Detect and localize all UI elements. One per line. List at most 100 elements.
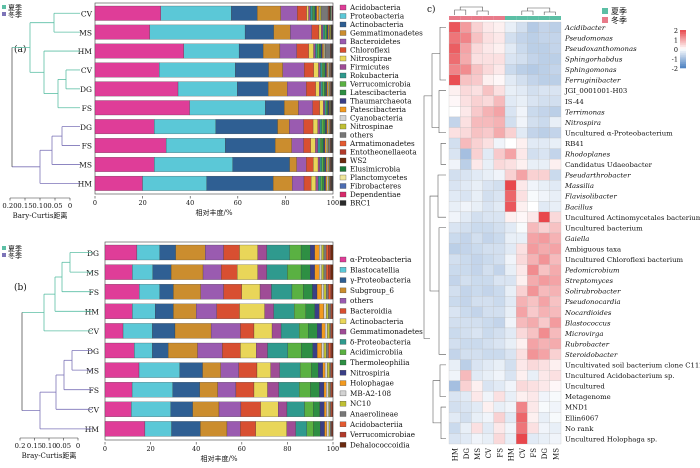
bar-segment (221, 264, 238, 280)
heatmap-cell (471, 169, 483, 181)
heatmap-cell (538, 317, 550, 329)
heatmap-row-label: Uncultured α-Proteobacterium (565, 129, 673, 137)
heatmap-cell (504, 64, 517, 75)
heatmap-cell (482, 253, 494, 265)
heatmap-cell (549, 222, 562, 234)
bar-segment (312, 284, 318, 300)
bar-segment (255, 421, 287, 437)
bar-segment (284, 100, 299, 116)
heatmap-cell (493, 95, 506, 107)
colorbar-step (680, 39, 686, 42)
heatmap-cell (448, 64, 461, 75)
heatmap-cell (448, 422, 461, 434)
legend-label: Verrucomicrobiae (349, 430, 415, 439)
bar-segment (94, 138, 167, 153)
legend-swatch (339, 267, 347, 273)
bar-segment (319, 264, 322, 280)
heatmap-cell (493, 116, 506, 128)
category-label: DG (80, 123, 92, 132)
legend-label: Dependentiae (350, 190, 401, 199)
category-label: FS (89, 386, 99, 395)
heatmap-cell (448, 359, 461, 371)
heatmap-row-label: Sphingomonas (565, 66, 617, 74)
legend-swatch (339, 64, 347, 70)
heatmap-column-label: HM (452, 448, 460, 461)
heatmap-cell (471, 348, 483, 360)
heatmap-cell (527, 159, 539, 170)
heatmap-cell (482, 95, 494, 107)
heatmap-cell (460, 222, 472, 234)
bar-segment (318, 362, 323, 378)
legend-swatch (339, 380, 347, 386)
heatmap-cell (516, 317, 528, 329)
bar-segment (287, 81, 307, 97)
heatmap-cell (460, 137, 472, 149)
heatmap-cell (504, 243, 517, 255)
heatmap-cell (471, 201, 483, 213)
heatmap-cell (448, 222, 461, 234)
heatmap-cell (471, 222, 483, 234)
heatmap-cell (471, 401, 483, 413)
heatmap-column-label: DG (463, 448, 471, 460)
heatmap-cell (549, 42, 562, 54)
bar-segment (220, 362, 239, 378)
legend-swatch (339, 308, 347, 314)
heatmap-cell (493, 317, 506, 329)
heatmap-cell (504, 222, 517, 234)
heatmap-cell (549, 285, 562, 297)
heatmap-cell (493, 32, 506, 44)
bar-segment (278, 401, 288, 417)
bar-segment (310, 5, 313, 21)
heatmap-cell (448, 306, 461, 318)
bar-segment (104, 244, 138, 261)
heatmap-cell (538, 433, 550, 445)
bar-segment (321, 264, 325, 280)
legend-label: Gemmatimonadetes (350, 327, 423, 336)
heatmap-cell (448, 85, 461, 96)
bar-segment (321, 157, 324, 172)
bar-segment (326, 264, 329, 280)
legend-swatch (339, 256, 347, 263)
colorbar-step (680, 31, 686, 35)
bar-segment (328, 138, 331, 153)
category-label: HM (85, 308, 100, 317)
heatmap-row-label: Pseudarthrobacter (564, 172, 631, 180)
heatmap-cell (538, 74, 550, 86)
heatmap-cell (516, 127, 528, 139)
heatmap-cell (527, 116, 539, 128)
bar-segment (319, 119, 322, 135)
bar-segment (325, 157, 328, 172)
heatmap-cell (471, 412, 483, 424)
bar-segment (317, 138, 321, 153)
bar-segment (222, 342, 241, 359)
heatmap-cell (516, 159, 528, 170)
heatmap-cell (538, 85, 550, 96)
bar-segment (321, 138, 324, 153)
bar-segment (244, 24, 274, 40)
heatmap-cell (516, 42, 528, 54)
heatmap-cell (538, 327, 550, 339)
heatmap-cell (482, 275, 494, 286)
heatmap-cell (448, 380, 461, 392)
bar-segment (253, 323, 273, 339)
heatmap-cell (516, 243, 528, 255)
legend-swatch (339, 174, 347, 181)
legend-swatch (339, 38, 347, 45)
bar-segment (323, 303, 327, 319)
legend-label: MB-A2-108 (350, 389, 392, 398)
bar-segment (132, 264, 154, 280)
heatmap-cell (471, 391, 483, 402)
legend-label: WS2 (350, 156, 367, 165)
heatmap-cell (493, 106, 506, 118)
heatmap-row-label: Sphingorhabdus (565, 56, 623, 64)
heatmap-cell (482, 412, 494, 424)
bar-segment (216, 303, 240, 319)
season-legend-a: 夏季 冬季 (2, 3, 22, 19)
heatmap-cell (460, 127, 472, 139)
heatmap-cell (527, 348, 539, 360)
bar-segment (165, 138, 226, 153)
legend-swatch (339, 318, 347, 324)
heatmap-cell (516, 190, 528, 202)
legend-swatch (339, 200, 347, 206)
heatmap-cell (460, 211, 472, 223)
